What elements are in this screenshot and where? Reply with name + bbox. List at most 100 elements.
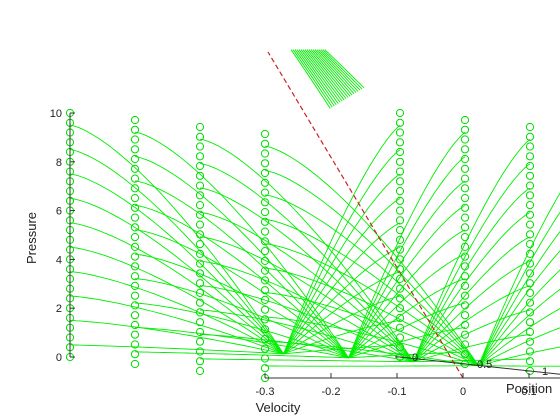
y-tick-label: 0.5 [477, 359, 492, 371]
streamline-56 [199, 163, 414, 362]
streamline-10 [69, 222, 284, 355]
seed-marker [260, 256, 270, 265]
seed-marker [260, 247, 270, 256]
seed-marker [525, 249, 535, 258]
seed-marker [395, 294, 405, 303]
streamline-24 [134, 302, 349, 359]
streamline-44 [199, 309, 414, 363]
seed-marker [395, 333, 405, 342]
seed-marker [460, 164, 470, 173]
z-tick-label: 0 [56, 352, 62, 364]
seed-marker [460, 233, 470, 242]
seed-marker [260, 217, 270, 226]
seed-marker [195, 210, 205, 219]
seed-marker [525, 210, 535, 219]
streamline-19 [283, 124, 401, 354]
streamline-14 [69, 173, 284, 355]
seed-marker [460, 320, 470, 330]
streamline-46 [199, 285, 414, 363]
seed-marker [260, 129, 270, 139]
streamline-27 [348, 278, 466, 359]
seed-marker [460, 330, 470, 339]
seed-marker [395, 265, 405, 274]
seed-marker [525, 298, 535, 307]
seed-marker [130, 174, 140, 183]
streamline-79 [478, 192, 560, 366]
streamline-74 [264, 194, 479, 366]
seed-marker [195, 249, 205, 258]
upper-bundle-streamline [310, 49, 351, 97]
streamline-69 [478, 288, 560, 366]
seed-marker [130, 291, 140, 300]
seed-marker [260, 178, 270, 187]
seed-marker [525, 347, 535, 356]
seed-marker [195, 142, 205, 151]
seed-marker [525, 142, 535, 151]
upper-bundle-streamline [306, 49, 347, 99]
seed-marker [525, 288, 535, 297]
seed-marker [460, 184, 470, 193]
z-tick-label: 8 [56, 157, 62, 169]
z-tick-label: 10 [50, 108, 62, 120]
streamline-53 [413, 212, 531, 362]
seed-marker [260, 334, 270, 344]
seed-marker [395, 108, 405, 118]
seed-marker [130, 330, 140, 339]
seed-marker [260, 295, 270, 304]
upper-bundle-streamline [296, 49, 337, 106]
upper-bundle-streamline [312, 49, 353, 96]
seed-marker [195, 269, 205, 278]
upper-bundle-streamline [318, 49, 359, 92]
streamline-42 [200, 333, 414, 363]
streamline-72 [264, 218, 479, 366]
seed-marker [130, 194, 140, 203]
streamline-37 [348, 156, 466, 358]
seed-marker [195, 366, 205, 376]
streamline-16 [69, 149, 284, 355]
x-tick-label: -0.1 [388, 386, 407, 398]
streamline-61 [478, 365, 560, 367]
streamline-66 [264, 292, 479, 367]
seed-marker [130, 311, 140, 320]
seed-marker [130, 320, 140, 330]
seed-marker [395, 313, 405, 323]
seed-marker [460, 135, 470, 144]
seed-marker [195, 279, 205, 288]
seed-marker [460, 262, 470, 271]
seed-marker [395, 118, 405, 127]
seed-marker [460, 203, 470, 212]
seed-marker [260, 266, 270, 275]
y-tick-label: 1 [542, 366, 548, 378]
seed-marker [130, 340, 140, 349]
seed-marker [395, 284, 405, 293]
streamline-36 [134, 156, 349, 359]
seed-marker [460, 125, 470, 134]
x-axis-label: Velocity [256, 400, 301, 415]
streamline-17 [283, 149, 401, 354]
seed-marker [525, 357, 535, 366]
streamline-45 [413, 309, 531, 363]
seed-marker [460, 252, 470, 261]
z-tick-label: 4 [56, 254, 62, 266]
seed-marker [460, 301, 470, 310]
streamline-64 [264, 316, 479, 367]
seed-marker [460, 213, 470, 222]
seed-marker [525, 161, 535, 171]
seed-marker [195, 240, 205, 249]
streamline-15 [283, 173, 401, 355]
seed-marker [460, 194, 470, 203]
seed-marker [130, 242, 140, 251]
center-line [267, 51, 464, 379]
upper-bundle-streamline [292, 49, 333, 108]
seed-marker [195, 318, 205, 327]
streamline-39 [348, 131, 466, 358]
seed-marker [195, 259, 205, 268]
streamline-18 [69, 124, 284, 355]
x-tick-label: -0.3 [256, 386, 275, 398]
streamline-60 [265, 365, 479, 367]
streamline-51 [413, 236, 531, 362]
seed-marker [195, 181, 205, 190]
seed-marker [395, 216, 405, 225]
seed-marker [460, 115, 470, 125]
